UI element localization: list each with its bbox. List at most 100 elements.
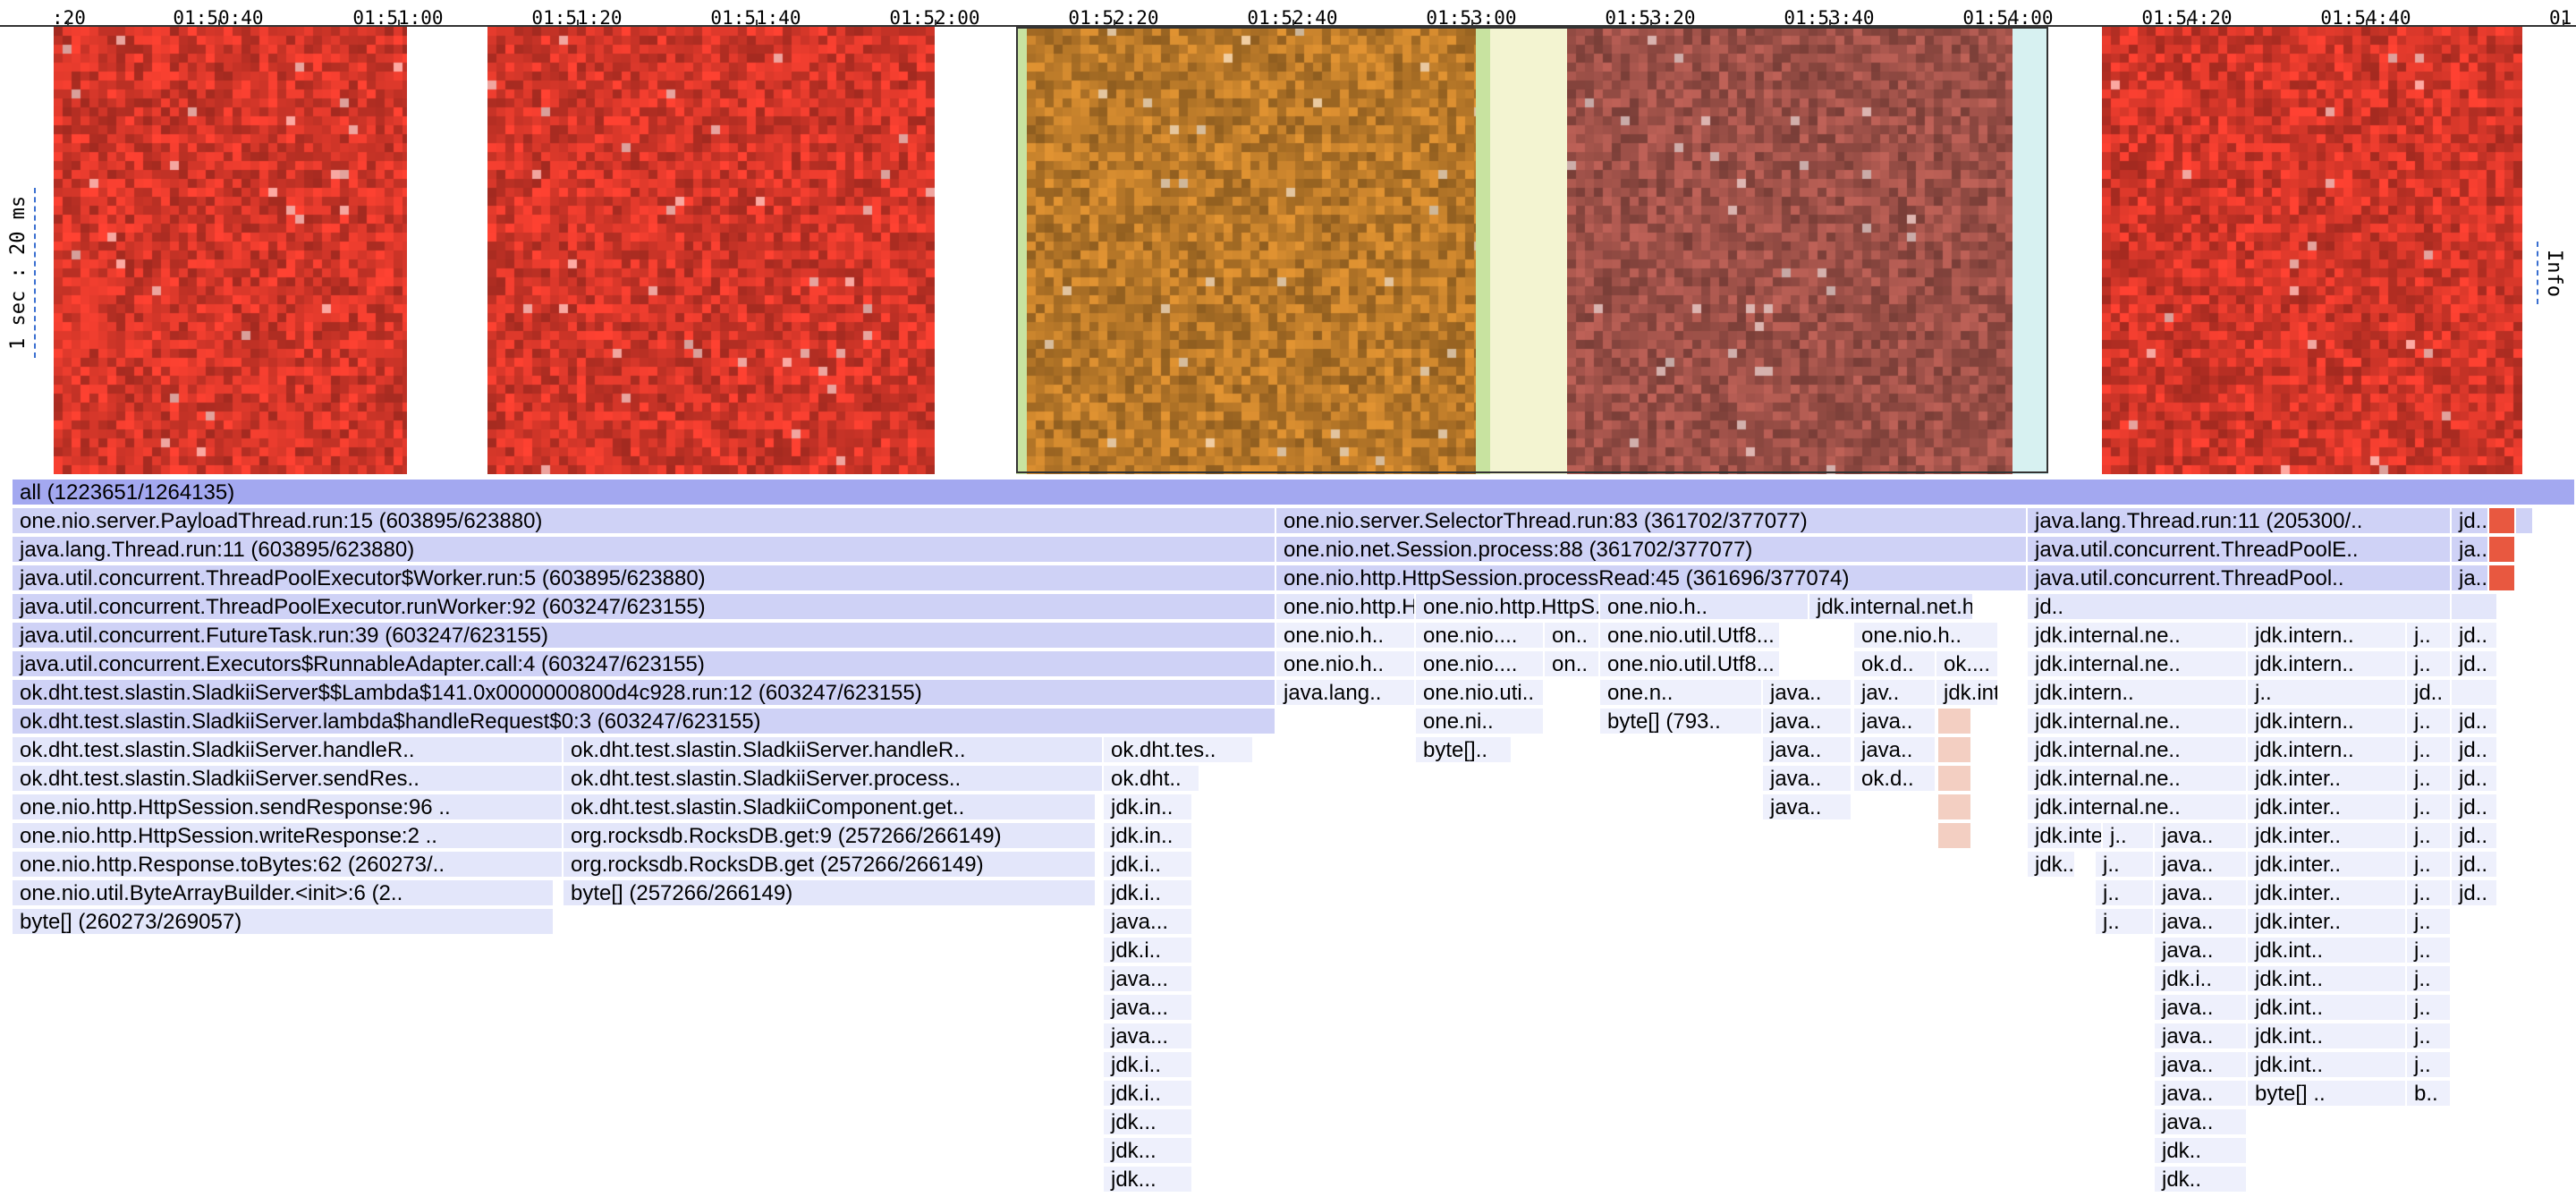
flame-frame[interactable]: java... — [1104, 909, 1193, 936]
flame-frame[interactable]: ok.d.. — [1854, 651, 1936, 678]
flame-frame[interactable]: ok.dht.tes.. — [1104, 737, 1254, 764]
flame-frame[interactable]: byte[].. — [1416, 737, 1513, 764]
flame-frame[interactable]: java.. — [1854, 709, 1936, 735]
flame-frame[interactable]: jav.. — [1854, 680, 1936, 707]
flame-frame[interactable]: j.. — [2096, 880, 2155, 907]
flame-frame[interactable]: jdk.int.. — [2248, 1052, 2407, 1079]
flame-frame[interactable]: j.. — [2096, 852, 2155, 879]
flame-frame[interactable]: java.util.concurrent.FutureTask.run:39 (… — [13, 623, 1276, 649]
flame-frame[interactable]: jdk.internal.ne.. — [2028, 709, 2248, 735]
flame-frame[interactable]: java.. — [2155, 995, 2248, 1022]
flame-frame[interactable]: jdk.inter.. — [2248, 766, 2407, 793]
flame-frame[interactable]: byte[] (793.. — [1600, 709, 1763, 735]
flame-frame[interactable]: jdk.i.. — [1104, 938, 1193, 964]
flame-frame[interactable]: java.. — [2155, 880, 2248, 907]
flame-frame[interactable]: java.. — [1763, 709, 1852, 735]
flame-frame[interactable]: one.nio.... — [1416, 623, 1545, 649]
flame-frame[interactable]: jdk.intern.. — [2248, 737, 2407, 764]
flame-frame[interactable]: jdk.inter.. — [2248, 823, 2407, 850]
flame-frame[interactable]: one.nio.util.ByteArrayBuilder.<init>:6 (… — [13, 880, 555, 907]
flame-frame[interactable]: jdk.int.. — [2248, 966, 2407, 993]
flame-frame[interactable]: jd.. — [2452, 823, 2498, 850]
flame-frame[interactable]: j.. — [2407, 1023, 2452, 1050]
flame-frame[interactable]: java.. — [2155, 938, 2248, 964]
flame-frame-root[interactable]: all (1223651/1264135) — [13, 480, 2576, 506]
flame-frame[interactable]: one.nio.h.. — [1600, 594, 1809, 621]
flame-frame[interactable]: java.lang.Thread.run:11 (603895/623880) — [13, 537, 1276, 564]
flame-frame[interactable]: j.. — [2407, 852, 2452, 879]
flame-frame[interactable]: java... — [1104, 966, 1193, 993]
flame-frame[interactable]: one.nio.http.HttpSession.processRead:45 … — [1276, 565, 2028, 592]
heatmap-block-2[interactable] — [487, 27, 935, 474]
flame-frame-accent[interactable] — [1938, 737, 1972, 764]
flame-frame[interactable]: one.nio.util.Utf8... — [1600, 651, 1781, 678]
flame-frame[interactable]: on.. — [1545, 623, 1600, 649]
heatmap-fill-cyan[interactable] — [2012, 27, 2048, 474]
flame-frame[interactable]: java.. — [2155, 852, 2248, 879]
flame-frame[interactable]: ok.dht.test.slastin.SladkiiServer.sendRe… — [13, 766, 564, 793]
flame-frame[interactable]: java.util.concurrent.ThreadPoolE.. — [2028, 537, 2452, 564]
flame-frame[interactable]: java.. — [2155, 1109, 2248, 1136]
flame-frame[interactable]: jdk... — [1104, 1167, 1193, 1193]
flame-frame[interactable] — [2452, 594, 2498, 621]
flame-frame[interactable]: jdk.internal.ne.. — [2028, 737, 2248, 764]
flame-frame[interactable]: jdk.internal.net.http.common.. — [1809, 594, 1974, 621]
flame-frame[interactable]: on.. — [1545, 651, 1600, 678]
flame-frame[interactable]: jd.. — [2452, 709, 2498, 735]
flame-frame[interactable]: java.lang.Thread.run:11 (205300/.. — [2028, 508, 2452, 535]
flame-frame[interactable]: java.. — [1763, 766, 1852, 793]
flame-frame[interactable]: jd.. — [2452, 766, 2498, 793]
flame-frame-accent[interactable] — [1938, 766, 1972, 793]
flame-frame[interactable]: j.. — [2096, 909, 2155, 936]
flame-frame[interactable]: j.. — [2407, 766, 2452, 793]
flame-frame[interactable]: jdk... — [1104, 1138, 1193, 1165]
flame-frame[interactable]: one.nio.http.HttpS.. — [1416, 594, 1600, 621]
flame-frame[interactable]: one.nio.h.. — [1276, 623, 1416, 649]
flame-frame[interactable]: byte[] (260273/269057) — [13, 909, 555, 936]
flame-frame[interactable]: java... — [1104, 1023, 1193, 1050]
heatmap-block-5[interactable] — [2102, 27, 2522, 474]
heatmap-block-1[interactable] — [54, 27, 407, 474]
flame-frame[interactable]: j.. — [2407, 737, 2452, 764]
flame-frame[interactable]: jdk.i.. — [1104, 852, 1193, 879]
flame-frame[interactable]: ja.. — [2452, 565, 2489, 592]
flame-frame[interactable]: jdk... — [1104, 1109, 1193, 1136]
flame-frame[interactable]: ok.d.. — [1854, 766, 1936, 793]
flame-frame[interactable]: jdk.inte.. — [2028, 823, 2103, 850]
flame-frame[interactable]: ok.dht.test.slastin.SladkiiServer.handle… — [13, 737, 564, 764]
flame-frame[interactable]: j.. — [2407, 623, 2452, 649]
flame-frame[interactable]: jd.. — [2452, 623, 2498, 649]
flame-frame[interactable]: jdk.inter.. — [2248, 909, 2407, 936]
flame-frame[interactable]: one.nio.server.SelectorThread.run:83 (36… — [1276, 508, 2028, 535]
flame-frame[interactable]: java.util.concurrent.ThreadPoolExecutor$… — [13, 565, 1276, 592]
flame-frame[interactable]: jdk.intern.. — [2248, 709, 2407, 735]
flame-frame[interactable] — [2452, 680, 2498, 707]
flame-frame[interactable]: j.. — [2407, 966, 2452, 993]
flame-frame[interactable]: jdk.. — [2028, 852, 2076, 879]
flame-frame[interactable]: java.util.concurrent.ThreadPool.. — [2028, 565, 2452, 592]
flame-frame[interactable]: one.nio.http.HttpSession.sendResponse:96… — [13, 794, 564, 821]
flame-frame[interactable] — [2489, 537, 2516, 564]
flame-frame[interactable]: j.. — [2248, 680, 2407, 707]
flame-frame[interactable]: jdk.i.. — [1104, 880, 1193, 907]
flame-frame[interactable]: jdk.in.. — [1104, 823, 1193, 850]
flame-frame[interactable]: jdk.. — [2155, 1167, 2248, 1193]
flame-frame[interactable]: jd.. — [2452, 737, 2498, 764]
flame-frame-accent[interactable] — [1938, 823, 1972, 850]
flame-frame[interactable]: one.n.. — [1600, 680, 1763, 707]
flame-frame[interactable]: one.nio.h.. — [1276, 651, 1416, 678]
flame-frame[interactable]: jdk.int.. — [2248, 1023, 2407, 1050]
flame-frame[interactable]: jd.. — [2452, 508, 2489, 535]
flame-frame[interactable]: jdk.i.. — [1104, 1081, 1193, 1108]
flame-frame[interactable]: one.nio.http.HttpSession.writeResponse:2… — [13, 823, 564, 850]
flame-frame[interactable]: ok.dht.. — [1104, 766, 1200, 793]
heatmap-fill-green-left[interactable] — [1016, 27, 1029, 474]
flame-frame[interactable]: java.lang.. — [1276, 680, 1416, 707]
flame-frame[interactable]: jdk.intern.. — [2248, 623, 2407, 649]
flame-frame[interactable]: jdk.i.. — [2155, 966, 2248, 993]
flame-frame[interactable]: ok.dht.test.slastin.SladkiiComponent.get… — [564, 794, 1097, 821]
flame-frame[interactable]: jdk.i.. — [1104, 1052, 1193, 1079]
flame-frame[interactable]: java.. — [1763, 737, 1852, 764]
flame-frame[interactable]: org.rocksdb.RocksDB.get (257266/266149) — [564, 852, 1097, 879]
flame-frame[interactable]: java.util.concurrent.ThreadPoolExecutor.… — [13, 594, 1276, 621]
